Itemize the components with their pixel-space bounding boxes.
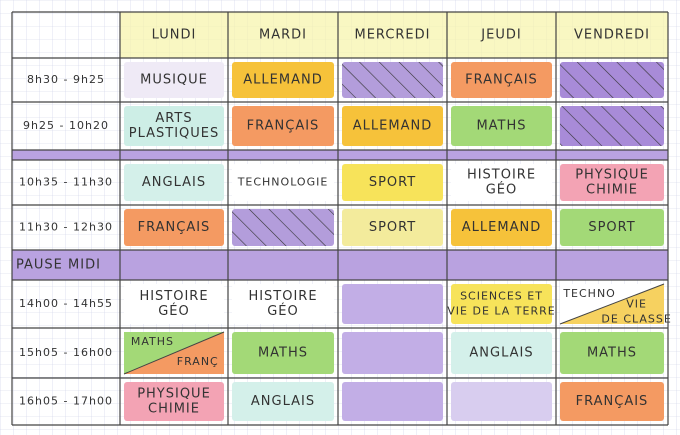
cell-bg bbox=[124, 284, 224, 324]
pause-label: PAUSE MIDI bbox=[16, 258, 101, 273]
cell-text: FRANÇAIS bbox=[576, 394, 649, 409]
split-diagonal bbox=[559, 283, 665, 325]
cell-text: ALLEMAND bbox=[353, 119, 432, 134]
cell-bg bbox=[124, 164, 224, 201]
cell-bg bbox=[560, 209, 664, 246]
cell-bg bbox=[560, 382, 664, 421]
cell-bg bbox=[560, 164, 664, 201]
cell-text: CHIMIE bbox=[586, 183, 638, 198]
cell-text: ARTS bbox=[155, 111, 192, 126]
cell-bg bbox=[232, 62, 334, 98]
cell-text: HISTOIRE bbox=[467, 168, 536, 183]
cell-bg bbox=[124, 106, 224, 146]
cell-bg bbox=[342, 209, 443, 246]
cell-hatch bbox=[560, 62, 664, 98]
cell-text: HISTOIRE bbox=[248, 289, 317, 304]
cell-text: PLASTIQUES bbox=[129, 126, 220, 141]
cell-text: PHYSIQUE bbox=[575, 168, 649, 183]
cell-text: GÉO bbox=[158, 303, 190, 319]
cell-text: TECHNOLOGIE bbox=[237, 176, 329, 189]
cell-bg bbox=[560, 332, 664, 374]
time-label: 9h25 - 10h20 bbox=[23, 119, 109, 132]
cell-text: SPORT bbox=[369, 220, 416, 235]
cell-hatch bbox=[232, 209, 334, 246]
cell-text: SPORT bbox=[588, 220, 635, 235]
cell-bg bbox=[124, 62, 224, 98]
cell-text: DE CLASSE bbox=[601, 313, 671, 326]
day-header: LUNDI bbox=[152, 28, 197, 43]
cell-text: SCIENCES ET bbox=[460, 290, 543, 303]
cell-hatch bbox=[560, 106, 664, 146]
day-header: MARDI bbox=[259, 28, 307, 43]
cell-bg bbox=[451, 332, 552, 374]
cell-text: GÉO bbox=[486, 182, 518, 198]
cell-text: MATHS bbox=[258, 346, 308, 361]
cell-bg bbox=[451, 284, 552, 324]
cell-text: ANGLAIS bbox=[251, 394, 315, 409]
header-band bbox=[120, 12, 668, 58]
split-diagonal bbox=[123, 331, 225, 375]
time-label: 14h00 - 14h55 bbox=[19, 297, 113, 310]
cell-bg bbox=[451, 382, 552, 421]
cell-bg bbox=[451, 106, 552, 146]
cell-text: FRANÇAIS bbox=[247, 119, 320, 134]
day-header: JEUDI bbox=[480, 28, 521, 43]
cell-text: FRANÇ bbox=[177, 355, 219, 368]
time-label: 10h35 - 11h30 bbox=[19, 176, 113, 189]
cell-text: MATHS bbox=[131, 335, 174, 348]
cell-text: HISTOIRE bbox=[139, 289, 208, 304]
day-header: VENDREDI bbox=[574, 28, 650, 43]
cell-text: FRANÇAIS bbox=[138, 220, 211, 235]
cell-bg bbox=[451, 164, 552, 201]
cell-text: PHYSIQUE bbox=[137, 387, 211, 402]
break-band bbox=[12, 150, 668, 160]
cell-bg bbox=[342, 106, 443, 146]
lunch-band bbox=[12, 250, 668, 280]
cell-text: ANGLAIS bbox=[469, 346, 533, 361]
cell-bg bbox=[124, 382, 224, 421]
cell-bg bbox=[451, 62, 552, 98]
cell-hatch bbox=[342, 62, 443, 98]
cell-bg bbox=[232, 382, 334, 421]
time-label: 16h05 - 17h00 bbox=[19, 395, 113, 408]
cell-bg bbox=[342, 284, 443, 324]
cell-text: SPORT bbox=[369, 175, 416, 190]
cell-bg bbox=[124, 209, 224, 246]
cell-text: TECHNO bbox=[562, 287, 616, 300]
cell-bg bbox=[232, 284, 334, 324]
time-label: 11h30 - 12h30 bbox=[19, 221, 113, 234]
cell-text: FRANÇAIS bbox=[465, 73, 538, 88]
day-header: MERCREDI bbox=[355, 28, 431, 43]
cell-bg bbox=[451, 209, 552, 246]
cell-bg bbox=[342, 332, 443, 374]
cell-text: VIE DE LA TERRE bbox=[447, 305, 555, 318]
cell-text: MUSIQUE bbox=[140, 73, 208, 88]
time-label: 8h30 - 9h25 bbox=[27, 73, 105, 86]
cell-text: MATHS bbox=[476, 119, 526, 134]
cell-bg bbox=[232, 332, 334, 374]
cell-bg bbox=[232, 164, 334, 201]
cell-text: CHIMIE bbox=[148, 402, 200, 417]
cell-bg bbox=[342, 382, 443, 421]
cell-text: ALLEMAND bbox=[243, 73, 322, 88]
cell-text: MATHS bbox=[587, 346, 637, 361]
cell-bg bbox=[232, 106, 334, 146]
cell-text: ANGLAIS bbox=[142, 175, 206, 190]
cell-text: GÉO bbox=[267, 303, 299, 319]
time-label: 15h05 - 16h00 bbox=[19, 346, 113, 359]
cell-text: ALLEMAND bbox=[462, 220, 541, 235]
cell-text: VIE bbox=[626, 298, 647, 311]
cell-bg bbox=[342, 164, 443, 201]
